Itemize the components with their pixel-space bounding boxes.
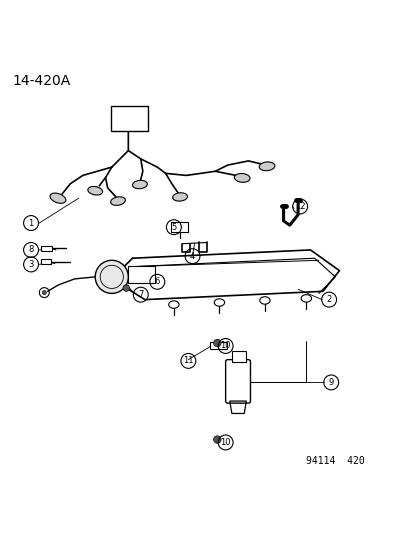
Text: 12: 12: [294, 202, 305, 211]
Ellipse shape: [132, 180, 147, 189]
Circle shape: [213, 340, 221, 347]
Bar: [41, 260, 50, 264]
Circle shape: [42, 290, 46, 295]
Circle shape: [123, 285, 129, 292]
Circle shape: [95, 260, 128, 293]
Bar: [210, 342, 226, 349]
Bar: [41, 246, 52, 251]
Ellipse shape: [259, 162, 274, 171]
Text: 6: 6: [154, 277, 159, 286]
Text: 4: 4: [190, 252, 195, 261]
Bar: [128, 266, 155, 283]
Text: 10: 10: [220, 342, 230, 351]
Text: 94114  420: 94114 420: [305, 456, 363, 466]
Circle shape: [213, 436, 221, 443]
Text: 7: 7: [138, 290, 143, 299]
Text: 2: 2: [326, 295, 331, 304]
Text: 14-420A: 14-420A: [12, 74, 71, 88]
Ellipse shape: [172, 193, 187, 201]
Ellipse shape: [234, 174, 249, 182]
Text: 11: 11: [183, 357, 193, 366]
Ellipse shape: [50, 193, 66, 203]
Text: 10: 10: [220, 438, 230, 447]
FancyBboxPatch shape: [111, 106, 147, 131]
Ellipse shape: [88, 187, 102, 195]
Bar: [231, 351, 246, 362]
Text: 1: 1: [28, 219, 33, 228]
FancyBboxPatch shape: [225, 360, 250, 403]
Text: 3: 3: [28, 260, 33, 269]
FancyBboxPatch shape: [171, 222, 188, 232]
Text: 8: 8: [28, 245, 33, 254]
Text: 9: 9: [328, 378, 333, 387]
Ellipse shape: [110, 197, 125, 205]
Text: 5: 5: [171, 223, 176, 232]
